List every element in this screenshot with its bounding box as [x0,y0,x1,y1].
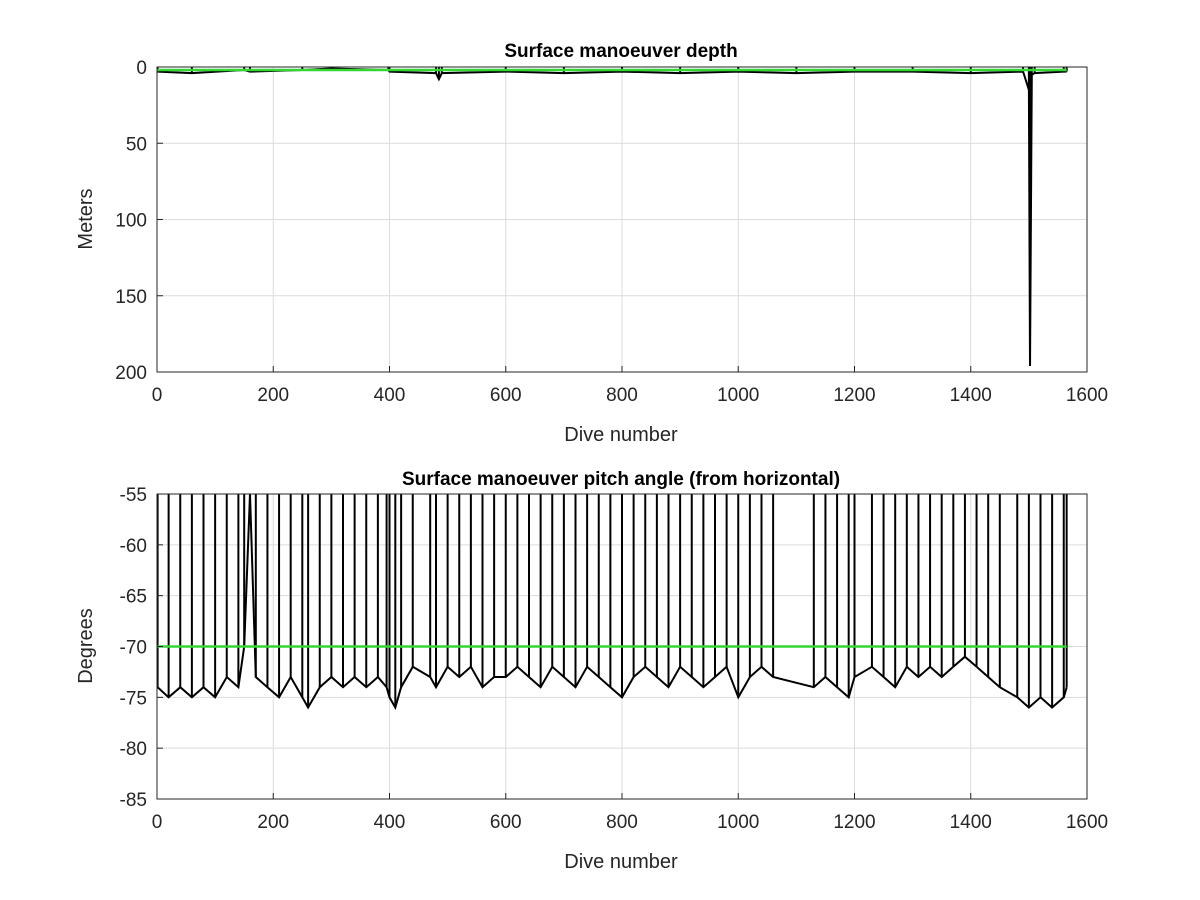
depth-grid [156,66,1088,373]
x-tick-label: 1600 [1066,385,1108,406]
x-tick-label: 1000 [717,812,759,833]
pitch-x-axis-label: Dive number [564,851,678,873]
x-tick-label: 800 [606,385,638,406]
depth-y-axis-label: Meters [75,188,97,249]
x-tick-label: 200 [257,812,289,833]
pitch-x-ticks: 0 200 400 600 800 1000 1200 1400 1600 [152,793,1108,833]
y-tick-label: -80 [120,739,147,760]
data-line [157,67,1067,366]
pitch-y-ticks: -55 -60 -65 -70 -75 -80 -85 [120,485,163,811]
x-tick-label: 1200 [833,385,875,406]
x-tick-label: 400 [374,385,406,406]
pitch-series [157,494,1068,711]
depth-y-ticks: 0 50 100 150 200 [115,58,163,384]
y-tick-label: 100 [115,211,147,232]
pitch-y-axis-label: Degrees [75,608,97,684]
x-tick-label: 1200 [833,812,875,833]
y-tick-label: 150 [115,287,147,308]
x-tick-label: 400 [374,812,406,833]
x-tick-label: 600 [490,385,522,406]
pitch-chart-title: Surface manoeuver pitch angle (from hori… [402,469,840,490]
y-tick-label: -75 [120,688,147,709]
depth-series [157,67,1068,366]
x-tick-label: 800 [606,812,638,833]
x-tick-label: 1400 [950,812,992,833]
y-tick-label: -85 [120,790,147,811]
y-tick-label: 200 [115,363,147,384]
x-tick-label: 0 [152,812,163,833]
pitch-plot: Surface manoeuver pitch angle (from hori… [75,469,1108,873]
y-tick-label: -55 [120,485,147,506]
x-tick-label: 1600 [1066,812,1108,833]
x-tick-label: 0 [152,385,163,406]
x-tick-label: 1400 [950,385,992,406]
y-tick-label: -70 [120,638,147,659]
x-tick-label: 600 [490,812,522,833]
y-tick-label: 0 [136,58,147,79]
depth-chart-title: Surface manoeuver depth [504,41,737,62]
x-tick-label: 1000 [717,385,759,406]
x-tick-label: 200 [257,385,289,406]
y-tick-label: -65 [120,587,147,608]
depth-plot: Surface manoeuver depth 0 200 400 600 800 100… [75,41,1108,446]
depth-x-axis-label: Dive number [564,424,678,446]
data-line [157,494,1068,711]
depth-x-ticks: 0 200 400 600 800 1000 1200 1400 1600 [152,366,1108,406]
y-tick-label: 50 [126,134,147,155]
y-tick-label: -60 [120,536,147,557]
